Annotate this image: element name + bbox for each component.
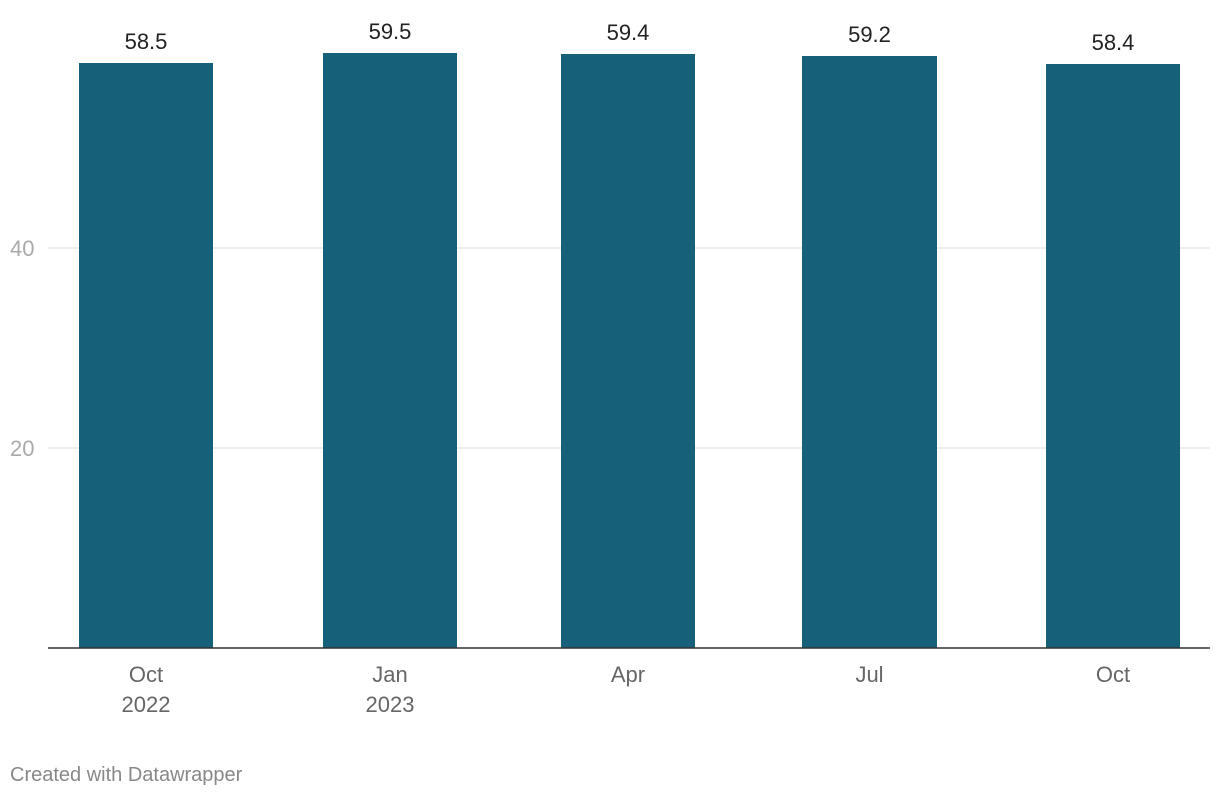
y-tick-label: 20 [10,436,34,461]
credit-text: Created with Datawrapper [10,764,243,786]
x-axis-ticks: Oct 2022 Jan 2023 Apr Jul Oct [122,662,1131,717]
bar [323,53,457,648]
x-tick-label: 2023 [366,692,415,717]
bar [1046,64,1180,648]
bar-value-label: 59.5 [369,19,412,44]
bar [79,63,213,648]
x-tick-label: Jan [372,662,407,687]
bar-value-label: 58.4 [1092,30,1135,55]
bar-value-label: 58.5 [125,29,168,54]
bar-value-label: 59.2 [848,22,891,47]
x-tick-label: Oct [129,662,163,687]
bar [802,56,937,648]
x-tick-label: Oct [1096,662,1130,687]
label-layer: 58.5 59.5 59.4 59.2 58.4 [125,19,1135,55]
bar-layer [79,53,1180,648]
x-tick-label: Apr [611,662,645,687]
bar-chart: 20 40 58.5 59.5 59.4 59.2 58.4 Oct 2022 Jan 2023… [10,19,1210,717]
bar-value-label: 59.4 [607,20,650,45]
x-tick-label: 2022 [122,692,171,717]
x-tick-label: Jul [855,662,883,687]
bar [561,54,695,648]
y-tick-label: 40 [10,236,34,261]
